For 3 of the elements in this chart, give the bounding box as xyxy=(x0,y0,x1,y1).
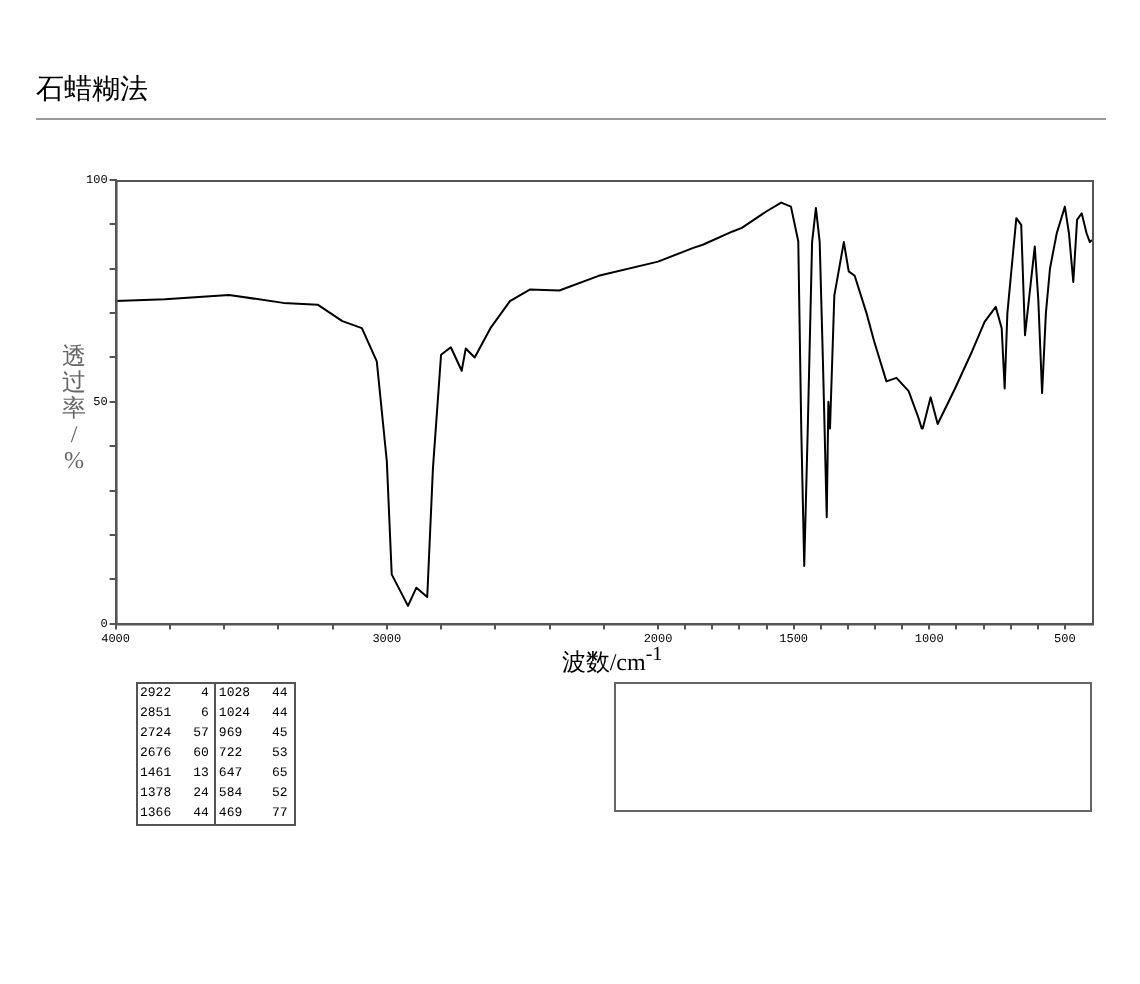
y-axis-title: 透过率/% xyxy=(60,342,88,474)
x-axis-title: 波数/cm$^{-1}$ xyxy=(559,644,665,680)
chart-title: 石蜡糊法 xyxy=(36,73,148,108)
